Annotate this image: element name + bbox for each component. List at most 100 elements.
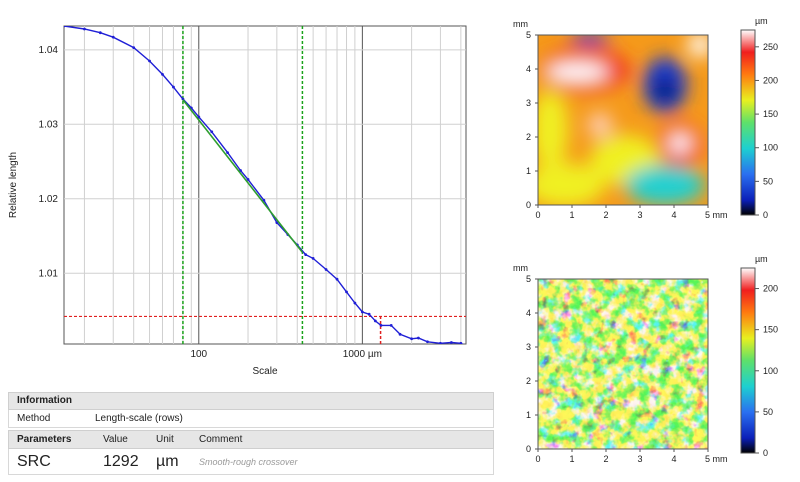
x-tick-label: 3 <box>637 454 642 464</box>
data-point <box>379 323 383 327</box>
x-tick-label: 100 <box>190 349 207 360</box>
x-tick-label: 4 <box>671 454 676 464</box>
y-tick-label: 0 <box>526 200 531 210</box>
method-value: Length-scale (rows) <box>95 413 183 424</box>
data-point <box>459 341 463 344</box>
y-tick-label: 3 <box>526 98 531 108</box>
y-tick-label: 1.02 <box>39 194 59 205</box>
data-point <box>197 115 201 119</box>
data-point <box>262 198 266 202</box>
value-column-header: Value <box>103 434 128 445</box>
data-point <box>64 26 66 28</box>
data-point <box>311 256 315 260</box>
shape-heatmap-image <box>538 35 708 205</box>
y-tick-label: 2 <box>526 132 531 142</box>
colorbar-tick-label: 50 <box>763 176 773 186</box>
y-tick-label: 2 <box>526 376 531 386</box>
roughness-heatmap-image <box>538 279 708 449</box>
roughness-colorbar-ticks: 0 50 100 150 200 <box>755 284 778 458</box>
unit-column-header: Unit <box>156 434 174 445</box>
y-tick-label: 0 <box>526 444 531 454</box>
data-point <box>426 340 429 344</box>
x-tick-label: 1 <box>569 454 574 464</box>
parameter-value: 1292 <box>103 452 139 470</box>
y-tick-label: 4 <box>526 308 531 318</box>
colorbar-tick-label: 150 <box>763 325 778 335</box>
parameter-name: SRC <box>17 452 51 470</box>
shape-colorbar-ticks: 0 50 100 150 200 250 <box>755 42 778 220</box>
shape-heatmap-x-ticks: 0 1 2 3 4 5 mm <box>535 205 728 220</box>
fit-line <box>182 99 304 253</box>
data-point <box>246 178 250 181</box>
data-point <box>83 27 86 31</box>
y-tick-label: 1 <box>526 166 531 176</box>
colorbar-tick-label: 200 <box>763 284 778 294</box>
y-tick-label: 5 <box>526 30 531 40</box>
data-point <box>111 35 115 39</box>
method-row: Method Length-scale (rows) <box>8 410 494 428</box>
data-point <box>416 336 420 340</box>
parameters-panel: Parameters Value Unit Comment SRC 1292 µ… <box>8 430 494 475</box>
y-tick-label: 5 <box>526 274 531 284</box>
y-unit-label: mm <box>513 263 528 273</box>
data-point <box>132 46 136 49</box>
y-tick-label: 1.01 <box>39 268 59 279</box>
grid-lines <box>64 26 466 344</box>
data-point <box>410 337 414 341</box>
method-label: Method <box>17 413 51 424</box>
information-panel: Information Method Length-scale (rows) <box>8 392 494 428</box>
data-point <box>98 31 102 35</box>
y-axis-label: Relative length <box>8 152 19 218</box>
shape-heatmap: mm 0 1 2 3 4 5 mm 0 1 2 3 4 5 µm 0 50 100 150 200 250 <box>513 16 778 220</box>
x-axis-label: Scale <box>252 366 277 377</box>
data-point <box>324 268 328 271</box>
x-tick-label: 5 mm <box>705 454 728 464</box>
data-point <box>345 290 348 294</box>
parameter-unit: µm <box>156 452 179 470</box>
parameter-comment: Smooth-rough crossover <box>199 456 298 467</box>
data-point <box>360 310 364 314</box>
shape-colorbar <box>740 29 756 216</box>
y-axis-ticks: 1.01 1.02 1.03 1.04 <box>39 45 59 279</box>
data-point <box>172 85 175 89</box>
parameters-title: Parameters <box>17 434 72 445</box>
comment-column-header: Comment <box>199 434 243 445</box>
colorbar-tick-label: 250 <box>763 42 778 52</box>
reference-lines <box>64 26 466 344</box>
shape-heatmap-y-ticks: 0 1 2 3 4 5 <box>526 30 538 210</box>
data-point <box>398 332 402 336</box>
data-point <box>389 323 393 327</box>
colorbar-tick-label: 0 <box>763 210 768 220</box>
roughness-heatmap-y-ticks: 0 1 2 3 4 5 <box>526 274 538 454</box>
y-tick-label: 1.04 <box>39 45 59 56</box>
colorbar-tick-label: 150 <box>763 109 778 119</box>
data-point <box>148 59 151 63</box>
length-scale-chart: 100 1000 µm 1.01 1.02 1.03 1.04 Scale Relati… <box>8 25 468 377</box>
y-tick-label: 1 <box>526 410 531 420</box>
information-header: Information <box>8 392 494 410</box>
x-axis-ticks: 100 1000 µm <box>190 349 381 360</box>
colorbar-tick-label: 200 <box>763 75 778 85</box>
data-point <box>465 345 468 348</box>
y-tick-label: 3 <box>526 342 531 352</box>
x-tick-label: 3 <box>637 210 642 220</box>
colorbar-tick-label: 100 <box>763 143 778 153</box>
colorbar-unit: µm <box>755 16 768 26</box>
data-point <box>304 253 308 257</box>
x-tick-label: 5 mm <box>705 210 728 220</box>
data-point <box>353 301 357 305</box>
data-point <box>439 341 442 344</box>
colorbar-tick-label: 100 <box>763 366 778 376</box>
x-tick-label: 4 <box>671 210 676 220</box>
data-point <box>373 319 377 323</box>
data-point <box>335 277 339 281</box>
x-tick-label: 2 <box>603 210 608 220</box>
x-tick-label: 2 <box>603 454 608 464</box>
colorbar-tick-label: 50 <box>763 407 773 417</box>
colorbar-tick-label: 0 <box>763 448 768 458</box>
y-tick-label: 1.03 <box>39 119 59 130</box>
parameters-header: Parameters Value Unit Comment <box>8 430 494 449</box>
x-tick-label: 1000 µm <box>343 349 382 360</box>
x-tick-label: 1 <box>569 210 574 220</box>
data-point <box>449 341 453 344</box>
